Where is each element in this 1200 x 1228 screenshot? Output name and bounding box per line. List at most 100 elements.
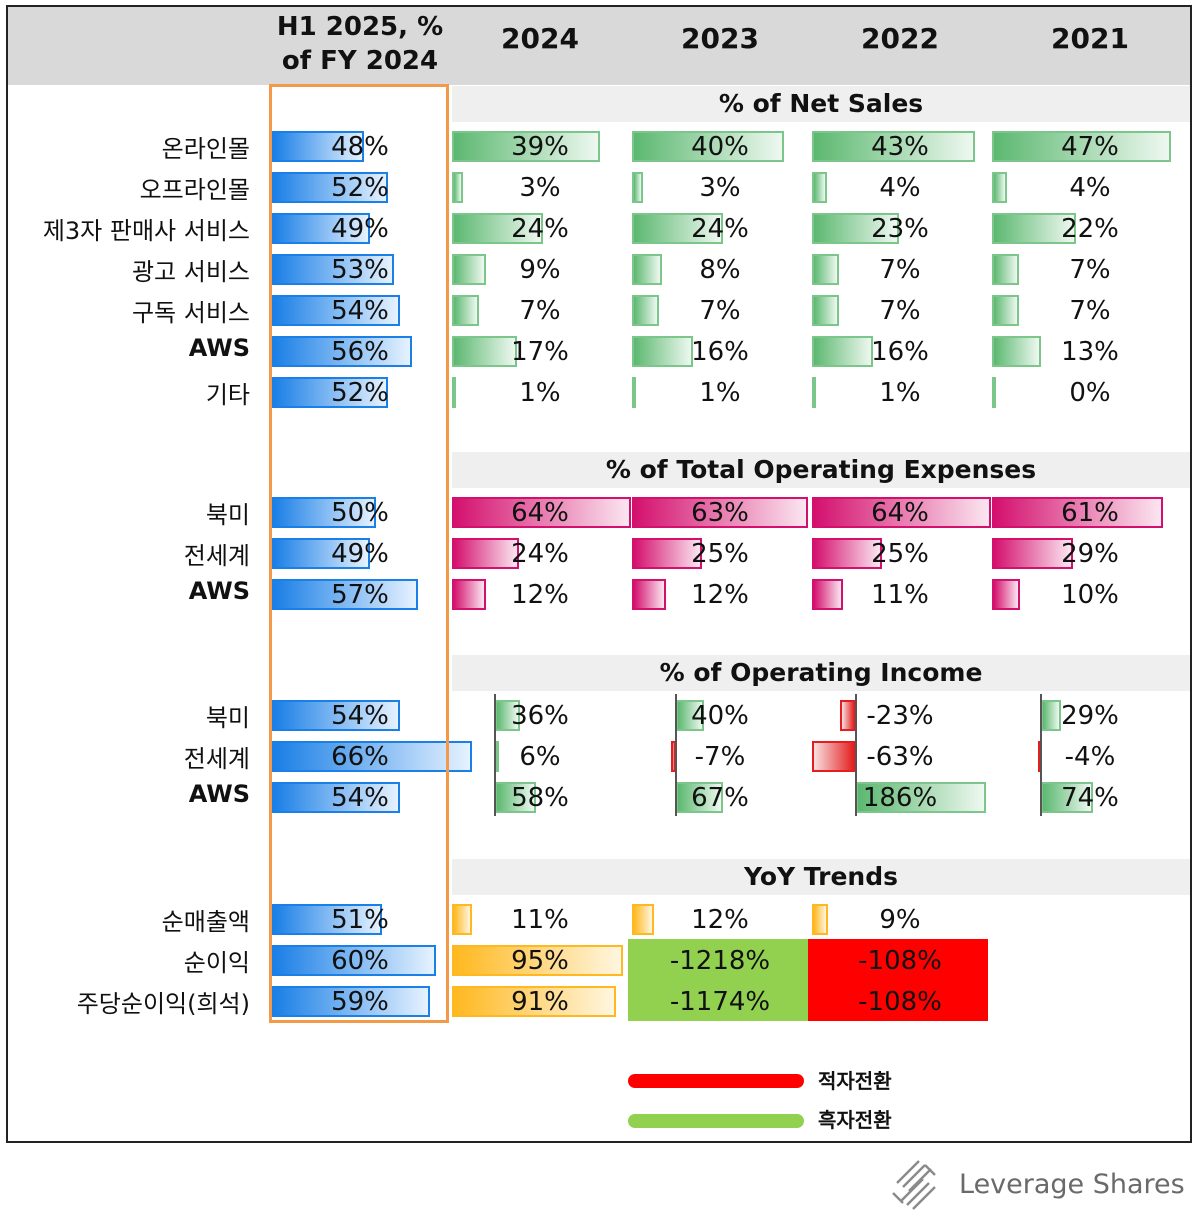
value-2-1-3: -4% <box>1064 742 1116 772</box>
bar-1-0-3 <box>992 497 1163 528</box>
value-0-4-1: 7% <box>699 296 741 326</box>
year-header-2022: 2022 <box>861 22 939 55</box>
value-2-1-1: -7% <box>694 742 746 772</box>
row-label-1-0: 북미 <box>205 501 250 529</box>
bar-1-2-2 <box>812 579 843 610</box>
row-label-2-1: 전세계 <box>183 745 250 773</box>
cell-3-1-2 <box>808 939 988 980</box>
row-label-2-2: AWS <box>188 780 250 808</box>
h1-bar-1-2 <box>272 579 418 610</box>
row-label-0-6: 기타 <box>205 381 250 409</box>
bar-0-5-1 <box>632 336 693 367</box>
value-0-2-2: 23% <box>871 214 929 244</box>
h1-value-2-2: 54% <box>331 783 389 813</box>
bar-0-0-3 <box>992 131 1171 162</box>
h1-value-0-4: 54% <box>331 296 389 326</box>
bar-0-6-1 <box>632 377 636 408</box>
value-2-0-1: 40% <box>691 701 749 731</box>
value-2-2-0: 58% <box>511 783 569 813</box>
legend-swatch-red <box>628 1074 804 1088</box>
value-1-1-2: 25% <box>871 539 929 569</box>
section-band-net-sales <box>452 86 1190 122</box>
h1-bar-0-3 <box>272 254 394 285</box>
year-header-2021: 2021 <box>1051 22 1129 55</box>
h1-value-0-1: 52% <box>331 173 389 203</box>
h1-bar-0-2 <box>272 213 370 244</box>
value-0-3-3: 7% <box>1069 255 1111 285</box>
row-label-1-1: 전세계 <box>183 542 250 570</box>
value-3-2-0: 91% <box>511 987 569 1017</box>
value-0-2-3: 22% <box>1061 214 1119 244</box>
bar-0-1-1 <box>632 172 644 203</box>
value-0-4-3: 7% <box>1069 296 1111 326</box>
value-3-2-2: -108% <box>858 987 942 1017</box>
h1-bar-0-4 <box>272 295 400 326</box>
section-title-net-sales: % of Net Sales <box>718 89 924 118</box>
row-label-0-4: 구독 서비스 <box>131 299 250 327</box>
value-0-0-3: 47% <box>1061 132 1119 162</box>
leverage-shares-icon <box>892 1160 936 1210</box>
bar-0-6-2 <box>812 377 816 408</box>
row-label-0-3: 광고 서비스 <box>131 258 250 286</box>
value-1-0-0: 64% <box>511 498 569 528</box>
value-1-2-1: 12% <box>691 580 749 610</box>
value-0-3-1: 8% <box>699 255 741 285</box>
cell-3-2-1 <box>628 980 808 1021</box>
bar-0-6-3 <box>992 377 996 408</box>
row-label-3-2: 주당순이익(희석) <box>76 990 250 1018</box>
h1-bar-3-0 <box>272 904 382 935</box>
bar-0-3-2 <box>812 254 839 285</box>
value-1-2-3: 10% <box>1061 580 1119 610</box>
year-header-2023: 2023 <box>681 22 759 55</box>
row-label-0-5: AWS <box>188 334 250 362</box>
section-band-opincome <box>452 655 1190 691</box>
bar-1-0-0 <box>452 497 632 528</box>
value-3-1-0: 95% <box>511 946 569 976</box>
bar-3-0-2 <box>812 904 829 935</box>
section-title-opex: % of Total Operating Expenses <box>605 455 1037 484</box>
value-3-0-2: 9% <box>879 905 921 935</box>
h1-bar-0-6 <box>272 377 388 408</box>
value-0-5-0: 17% <box>511 337 569 367</box>
bar-2-1-0 <box>495 741 500 772</box>
bar-0-5-3 <box>992 336 1042 367</box>
value-2-0-2: -23% <box>866 701 934 731</box>
bar-0-4-2 <box>812 295 839 326</box>
h1-value-1-0: 50% <box>331 498 389 528</box>
value-2-2-1: 67% <box>691 783 749 813</box>
opincome-axis-3 <box>1040 694 1042 816</box>
value-0-6-1: 1% <box>699 378 741 408</box>
h1-highlight-box <box>269 84 449 1023</box>
bar-1-1-0 <box>452 538 520 569</box>
h1-value-2-0: 54% <box>331 701 389 731</box>
header-band <box>8 7 1190 85</box>
bar-0-2-0 <box>452 213 544 244</box>
bar-0-2-3 <box>992 213 1076 244</box>
value-0-0-2: 43% <box>871 132 929 162</box>
h1-value-0-0: 48% <box>331 132 389 162</box>
value-0-4-2: 7% <box>879 296 921 326</box>
value-1-0-1: 63% <box>691 498 749 528</box>
bar-0-4-1 <box>632 295 659 326</box>
brand-logo: Leverage Shares <box>885 1153 1185 1215</box>
h1-value-1-1: 49% <box>331 539 389 569</box>
value-1-0-3: 61% <box>1061 498 1119 528</box>
bar-3-0-0 <box>452 904 472 935</box>
value-1-1-0: 24% <box>511 539 569 569</box>
h1-value-0-5: 56% <box>331 337 389 367</box>
value-3-0-1: 12% <box>691 905 749 935</box>
section-band-yoy <box>452 859 1190 895</box>
h1-column-header: H1 2025, % of FY 2024 <box>262 10 458 78</box>
h1-bar-2-1 <box>272 741 472 772</box>
value-2-2-2: 186% <box>862 783 938 813</box>
value-0-1-1: 3% <box>699 173 741 203</box>
legend-label-green: 흑자전환 <box>818 1108 892 1132</box>
h1-header-line2: of FY 2024 <box>281 46 439 76</box>
legend-swatch-green <box>628 1114 804 1128</box>
h1-value-2-1: 66% <box>331 742 389 772</box>
value-0-4-0: 7% <box>519 296 561 326</box>
h1-bar-0-1 <box>272 172 388 203</box>
h1-value-0-2: 49% <box>331 214 389 244</box>
cell-3-1-1 <box>628 939 808 980</box>
row-label-0-2: 제3자 판매사 서비스 <box>42 217 250 245</box>
